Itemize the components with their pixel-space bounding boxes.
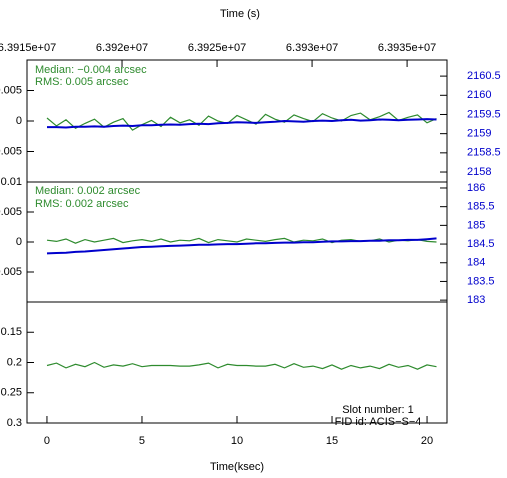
x2-tick-label: 6.3925e+07 (188, 42, 246, 54)
y-tick-label: 0.01 (1, 176, 22, 188)
y-tick-label: -0.005 (0, 266, 22, 278)
y2-tick-label: 183 (467, 294, 485, 306)
top-axis-label: Time (s) (220, 8, 260, 20)
y-tick-label: 0.005 (0, 206, 22, 218)
y-tick-label: 0 (16, 115, 22, 127)
data-line (46, 361, 437, 370)
y-tick-label: 0.15 (1, 326, 22, 338)
y2-tick-label: 2159 (467, 128, 491, 140)
y-tick-label: 0.2 (7, 356, 22, 368)
x-tick-label: 0 (44, 435, 50, 447)
x2-tick-label: 6.3915e+07 (0, 42, 56, 54)
x2-tick-label: 6.393e+07 (286, 42, 338, 54)
annotation: FID id: ACIS−S−4 (335, 416, 422, 428)
y2-tick-label: 186 (467, 182, 485, 194)
y2-tick-label: 184.5 (467, 238, 495, 250)
y-tick-label: -0.005 (0, 145, 22, 157)
annotation: Median: 0.002 arcsec (35, 185, 141, 197)
y2-tick-label: 184 (467, 257, 485, 269)
data-line (46, 237, 437, 255)
annotation: Median: −0.004 arcsec (35, 64, 147, 76)
y2-tick-label: 2160 (467, 89, 491, 101)
y2-tick-label: 2159.5 (467, 108, 501, 120)
y2-tick-label: 183.5 (467, 275, 495, 287)
y2-tick-label: 185 (467, 219, 485, 231)
annotation: RMS: 0.002 arcsec (35, 198, 129, 210)
y-tick-label: 0.25 (1, 387, 22, 399)
x-tick-label: 5 (139, 435, 145, 447)
y2-tick-label: 2160.5 (467, 70, 501, 82)
y2-tick-label: 2158 (467, 166, 491, 178)
x-tick-label: 15 (326, 435, 338, 447)
x2-tick-label: 6.3935e+07 (378, 42, 436, 54)
data-line (47, 118, 437, 129)
y-tick-label: 0.005 (0, 84, 22, 96)
annotation: Slot number: 1 (342, 404, 414, 416)
x-tick-label: 20 (421, 435, 433, 447)
x-axis-label: Time(ksec) (210, 461, 264, 473)
y-tick-label: 0.3 (7, 417, 22, 429)
y-tick-label: 0 (16, 236, 22, 248)
y2-tick-label: 2158.5 (467, 147, 501, 159)
annotation: RMS: 0.005 arcsec (35, 76, 129, 88)
x2-tick-label: 6.392e+07 (96, 42, 148, 54)
y2-tick-label: 185.5 (467, 201, 495, 213)
x-tick-label: 10 (231, 435, 243, 447)
